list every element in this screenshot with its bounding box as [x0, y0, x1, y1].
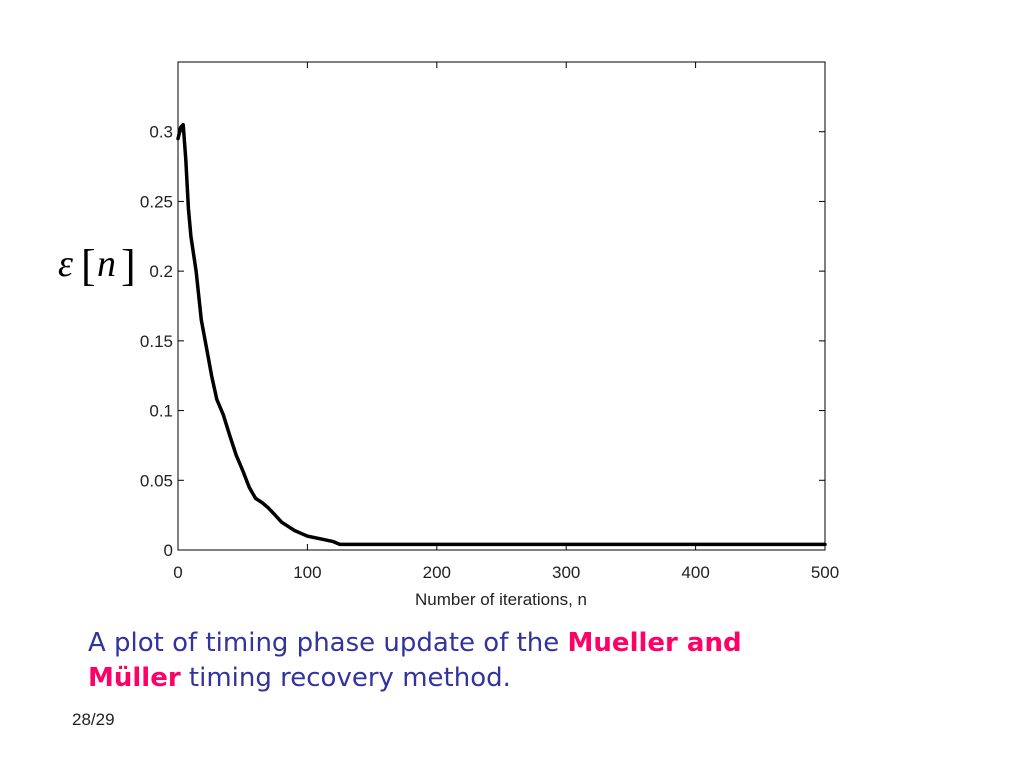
y-axis-label-symbol: ε [58, 243, 73, 285]
plot-area [176, 61, 827, 551]
series-line [176, 122, 827, 547]
x-tick-label: 400 [681, 563, 709, 582]
y-tick-label: 0 [164, 541, 173, 560]
caption: A plot of timing phase update of the Mue… [88, 626, 828, 696]
y-axis-label-open-bracket: [ [81, 241, 96, 290]
x-tick-label: 300 [552, 563, 580, 582]
x-tick-label: 0 [173, 563, 182, 582]
caption-emphasis: Mueller and Müller [88, 628, 742, 693]
x-tick-label: 100 [293, 563, 321, 582]
x-axis-label: Number of iterations, n [415, 590, 587, 609]
page-number: 28/29 [72, 710, 115, 729]
y-tick-label: 0.15 [140, 332, 173, 351]
x-tick-label: 500 [811, 563, 839, 582]
y-axis-label-index: n [97, 243, 116, 285]
y-tick-label: 0.25 [140, 192, 173, 211]
y-tick-label: 0.05 [140, 471, 173, 490]
caption-text-start: A plot of timing phase update of the [88, 628, 568, 658]
x-tick-label: 200 [423, 563, 451, 582]
chart: 0 100 200 300 400 500 00.050.10.150.20.250.3 … [58, 61, 839, 609]
y-tick-label: 0.1 [149, 402, 173, 421]
plot-frame [177, 61, 826, 551]
x-axis: 0 100 200 300 400 500 [173, 62, 839, 582]
y-axis-label-close-bracket: ] [121, 241, 136, 290]
y-axis-label: ε [ n ] [58, 241, 136, 290]
y-tick-label: 0.3 [149, 123, 173, 142]
caption-text-end: timing recovery method. [180, 663, 511, 693]
y-tick-label: 0.2 [149, 262, 173, 281]
y-axis: 0 0.05 0.1 0.15 0.2 0.25 0.3 [140, 123, 825, 560]
